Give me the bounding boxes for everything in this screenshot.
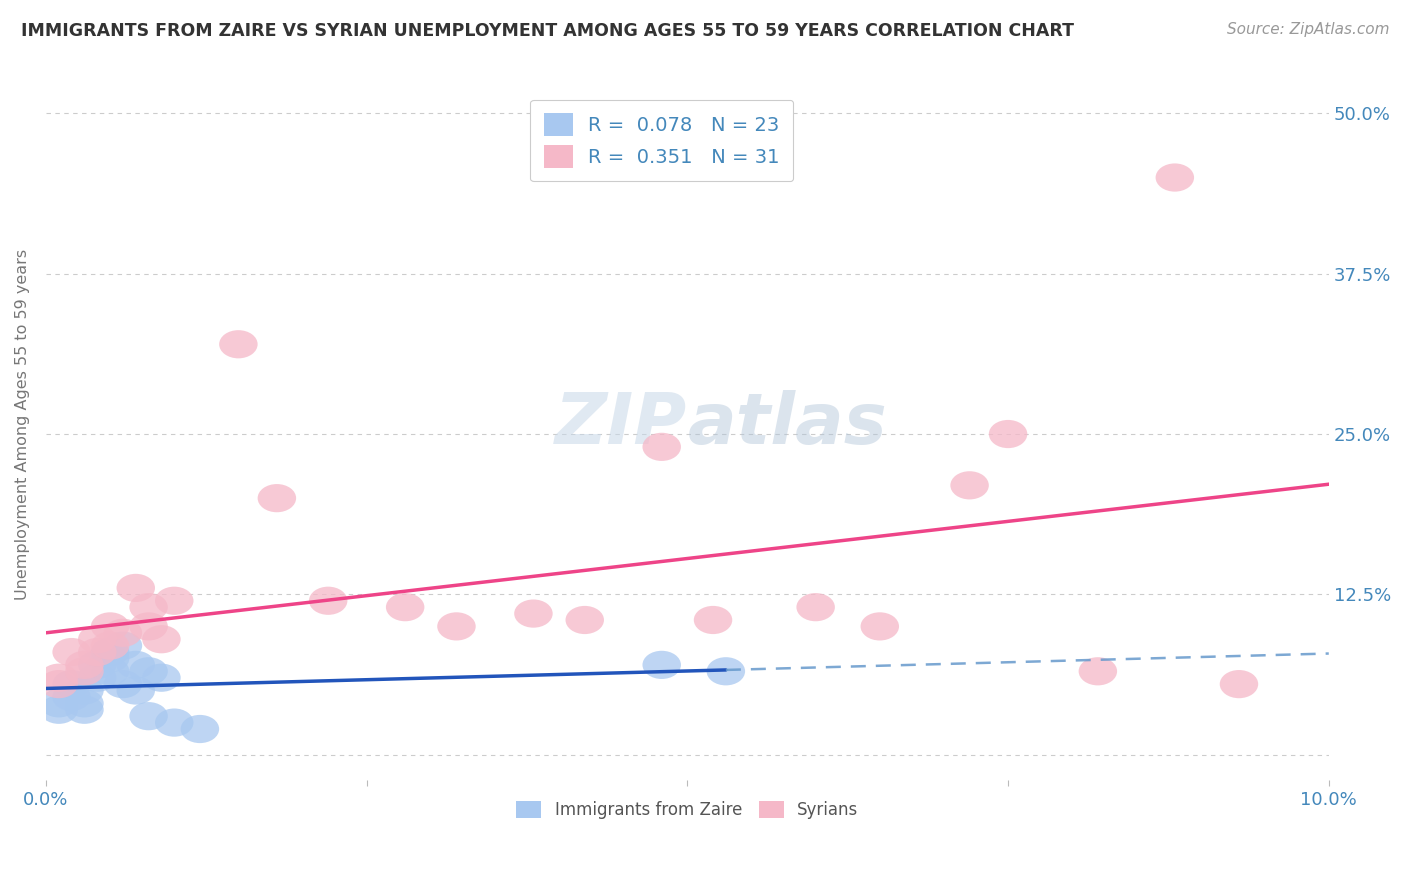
Ellipse shape <box>52 683 91 711</box>
Ellipse shape <box>91 612 129 640</box>
Ellipse shape <box>104 632 142 660</box>
Ellipse shape <box>155 708 194 737</box>
Ellipse shape <box>129 593 167 621</box>
Ellipse shape <box>129 657 167 685</box>
Ellipse shape <box>52 638 91 666</box>
Ellipse shape <box>796 593 835 621</box>
Ellipse shape <box>65 690 104 717</box>
Text: Source: ZipAtlas.com: Source: ZipAtlas.com <box>1226 22 1389 37</box>
Ellipse shape <box>39 664 79 692</box>
Ellipse shape <box>565 606 605 634</box>
Legend: Immigrants from Zaire, Syrians: Immigrants from Zaire, Syrians <box>510 794 865 825</box>
Ellipse shape <box>1078 657 1118 685</box>
Ellipse shape <box>515 599 553 628</box>
Ellipse shape <box>707 657 745 685</box>
Ellipse shape <box>91 644 129 673</box>
Ellipse shape <box>1156 163 1194 192</box>
Ellipse shape <box>91 632 129 660</box>
Ellipse shape <box>643 651 681 679</box>
Ellipse shape <box>860 612 898 640</box>
Ellipse shape <box>65 676 104 705</box>
Ellipse shape <box>129 702 167 731</box>
Ellipse shape <box>693 606 733 634</box>
Ellipse shape <box>117 676 155 705</box>
Ellipse shape <box>65 696 104 724</box>
Ellipse shape <box>257 484 297 512</box>
Ellipse shape <box>309 587 347 615</box>
Ellipse shape <box>219 330 257 359</box>
Ellipse shape <box>39 670 79 698</box>
Ellipse shape <box>142 664 180 692</box>
Ellipse shape <box>91 638 129 666</box>
Ellipse shape <box>180 714 219 743</box>
Ellipse shape <box>79 651 117 679</box>
Ellipse shape <box>129 612 167 640</box>
Ellipse shape <box>79 625 117 653</box>
Ellipse shape <box>950 471 988 500</box>
Ellipse shape <box>52 670 91 698</box>
Ellipse shape <box>988 420 1028 448</box>
Ellipse shape <box>643 433 681 461</box>
Ellipse shape <box>65 651 104 679</box>
Ellipse shape <box>104 670 142 698</box>
Ellipse shape <box>79 664 117 692</box>
Ellipse shape <box>91 657 129 685</box>
Ellipse shape <box>385 593 425 621</box>
Ellipse shape <box>155 587 194 615</box>
Ellipse shape <box>65 657 104 685</box>
Ellipse shape <box>1220 670 1258 698</box>
Y-axis label: Unemployment Among Ages 55 to 59 years: Unemployment Among Ages 55 to 59 years <box>15 249 30 600</box>
Ellipse shape <box>437 612 475 640</box>
Ellipse shape <box>104 619 142 647</box>
Ellipse shape <box>142 625 180 653</box>
Ellipse shape <box>39 690 79 717</box>
Text: ZIP: ZIP <box>555 390 688 458</box>
Ellipse shape <box>117 574 155 602</box>
Ellipse shape <box>117 651 155 679</box>
Ellipse shape <box>39 696 79 724</box>
Text: IMMIGRANTS FROM ZAIRE VS SYRIAN UNEMPLOYMENT AMONG AGES 55 TO 59 YEARS CORRELATI: IMMIGRANTS FROM ZAIRE VS SYRIAN UNEMPLOY… <box>21 22 1074 40</box>
Ellipse shape <box>79 638 117 666</box>
Text: atlas: atlas <box>688 390 887 458</box>
